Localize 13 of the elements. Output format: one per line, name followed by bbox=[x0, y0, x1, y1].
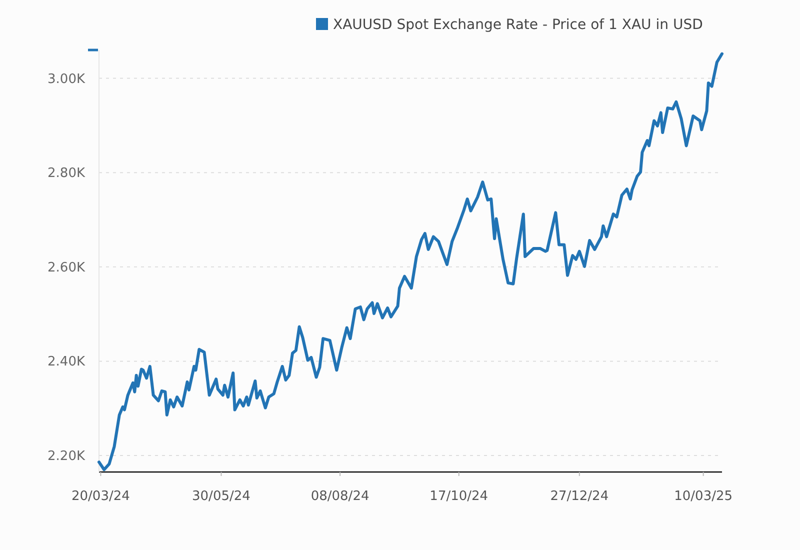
x-tick-label: 08/08/24 bbox=[310, 489, 370, 504]
y-tick-label: 2.60K bbox=[48, 260, 86, 276]
y-tick-label: 2.20K bbox=[48, 449, 86, 464]
y-tick-label: 2.80K bbox=[48, 166, 86, 182]
line-series bbox=[98, 52, 724, 472]
x-tick-label: 10/03/25 bbox=[674, 489, 733, 504]
legend-label: XAUUSD Spot Exchange Rate - Price of 1 XAU in USD bbox=[333, 17, 703, 33]
x-tick-label: 17/10/24 bbox=[430, 489, 488, 504]
y-tick-label: 2.40K bbox=[48, 354, 86, 370]
x-tick-label: 30/05/24 bbox=[192, 489, 250, 504]
x-tick-label: 20/03/24 bbox=[72, 489, 130, 504]
x-tick-label: 27/12/24 bbox=[550, 489, 609, 504]
y-tick-label: 3.00K bbox=[48, 72, 86, 87]
